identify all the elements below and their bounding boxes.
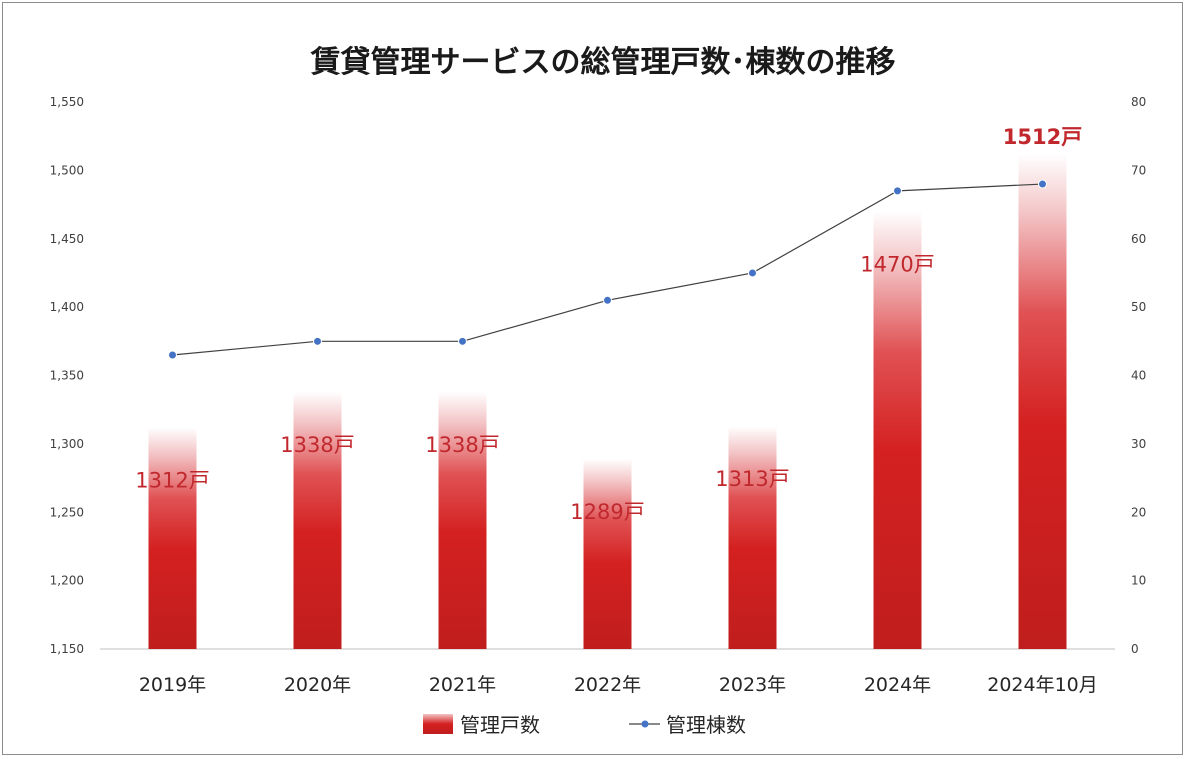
- data-label: 1313戸: [715, 467, 789, 491]
- category-label: 2024年: [864, 674, 931, 696]
- chart-title: 賃貸管理サービスの総管理戸数･棟数の推移: [310, 45, 896, 80]
- category-label: 2019年: [139, 674, 206, 696]
- legend-line-label: 管理棟数: [666, 713, 746, 737]
- line-series: [168, 179, 1047, 360]
- left-tick-label: 1,300: [50, 437, 84, 451]
- left-axis: 1,150 1,200 1,250 1,300 1,350 1,400 1,450 1,500…: [50, 95, 84, 656]
- line-point: [748, 268, 757, 278]
- data-label: 1512戸: [1003, 125, 1082, 149]
- category-label: 2021年: [429, 674, 496, 696]
- data-label: 1289戸: [570, 500, 644, 524]
- data-labels: 1312戸 1338戸 1338戸 1289戸 1313戸 1470戸 1512戸: [135, 125, 1082, 524]
- data-label: 1338戸: [425, 433, 499, 457]
- bar-series: [148, 153, 1067, 649]
- left-tick-label: 1,500: [50, 163, 84, 177]
- left-tick-label: 1,550: [50, 95, 84, 109]
- line-point: [168, 350, 177, 360]
- bar: [1018, 153, 1067, 649]
- legend: 管理戸数 管理棟数: [423, 713, 746, 737]
- line-point: [603, 295, 612, 305]
- right-tick-label: 80: [1131, 95, 1146, 109]
- category-labels: 2019年 2020年 2021年 2022年 2023年 2024年 2024年10月: [139, 674, 1098, 696]
- legend-bar-label: 管理戸数: [460, 713, 540, 737]
- right-tick-label: 40: [1131, 369, 1146, 383]
- left-tick-label: 1,250: [50, 505, 84, 519]
- line-point: [458, 336, 467, 346]
- category-label: 2024年10月: [987, 674, 1098, 696]
- data-label: 1338戸: [280, 433, 354, 457]
- line-point: [1038, 179, 1047, 189]
- left-tick-label: 1,400: [50, 300, 84, 314]
- right-tick-label: 20: [1131, 505, 1146, 519]
- right-tick-label: 60: [1131, 232, 1146, 246]
- right-tick-label: 10: [1131, 574, 1146, 588]
- line-point: [893, 186, 902, 196]
- bar: [293, 391, 342, 649]
- right-tick-label: 30: [1131, 437, 1146, 451]
- bar: [873, 211, 922, 649]
- right-tick-label: 70: [1131, 163, 1146, 177]
- left-tick-label: 1,350: [50, 369, 84, 383]
- bar: [583, 458, 632, 649]
- bar: [148, 427, 197, 649]
- legend-bar-swatch: [423, 714, 453, 734]
- left-tick-label: 1,150: [50, 642, 84, 656]
- bar: [438, 391, 487, 649]
- category-label: 2022年: [574, 674, 641, 696]
- right-axis: 0 10 20 30 40 50 60 70 80: [1131, 95, 1146, 656]
- left-tick-label: 1,200: [50, 574, 84, 588]
- legend-line-marker: [641, 720, 649, 728]
- left-tick-label: 1,450: [50, 232, 84, 246]
- category-label: 2023年: [719, 674, 786, 696]
- bar: [728, 426, 777, 649]
- data-label: 1470戸: [860, 252, 934, 276]
- category-label: 2020年: [284, 674, 351, 696]
- right-tick-label: 50: [1131, 300, 1146, 314]
- data-label: 1312戸: [135, 468, 209, 492]
- line-point: [313, 336, 322, 346]
- right-tick-label: 0: [1131, 642, 1139, 656]
